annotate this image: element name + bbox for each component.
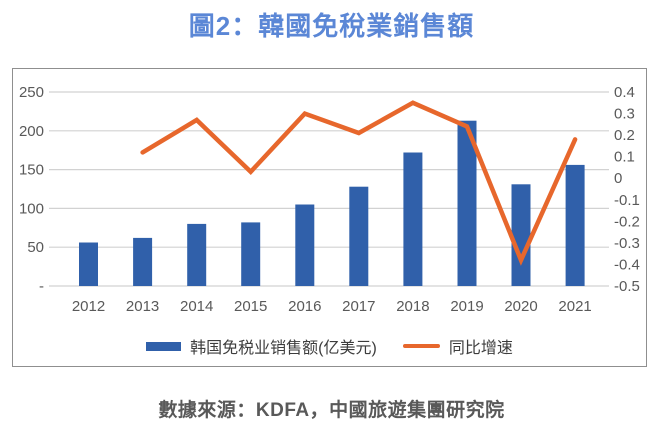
legend-label-sales: 韩国免税业销售额(亿美元) — [190, 340, 377, 357]
bar — [349, 186, 369, 286]
y-right-tick-label: -0.2 — [614, 213, 640, 230]
y-left-tick-label: 100 — [19, 200, 44, 217]
bar — [133, 237, 153, 286]
bar — [403, 152, 423, 286]
y-right-tick-label: 0 — [614, 170, 622, 187]
line-series-swatch-icon — [402, 343, 440, 349]
bar — [241, 222, 261, 286]
x-tick-label: 2021 — [558, 298, 591, 315]
y-left-tick-label: - — [39, 278, 44, 295]
y-right-tick-label: 0.3 — [614, 106, 635, 123]
y-right-tick-label: -0.5 — [614, 278, 640, 295]
y-left-tick-label: 150 — [19, 162, 44, 179]
y-right-tick-label: -0.1 — [614, 192, 640, 209]
x-tick-label: 2020 — [504, 298, 537, 315]
x-tick-label: 2019 — [450, 298, 483, 315]
y-right-tick-label: 0.1 — [614, 149, 635, 166]
x-tick-label: 2016 — [288, 298, 321, 315]
y-right-tick-label: 0.2 — [614, 127, 635, 144]
bar — [457, 120, 477, 286]
growth-line — [140, 100, 578, 266]
x-tick-label: 2017 — [342, 298, 375, 315]
legend-label-growth: 同比增速 — [448, 340, 513, 357]
y-right-tick-label: -0.3 — [614, 235, 640, 252]
legend-item-growth: 同比增速 — [402, 334, 513, 358]
bar — [511, 184, 531, 286]
y-left-tick-label: 50 — [27, 239, 44, 256]
x-tick-label: 2015 — [234, 298, 267, 315]
y-right-tick-label: 0.4 — [614, 84, 635, 101]
x-tick-label: 2012 — [72, 298, 105, 315]
x-tick-label: 2013 — [126, 298, 159, 315]
bar — [79, 242, 98, 286]
bar — [295, 204, 315, 286]
bar — [187, 223, 207, 286]
bar-series-swatch-icon — [146, 341, 182, 351]
y-right-tick-label: -0.4 — [614, 256, 640, 273]
x-tick-label: 2014 — [180, 298, 213, 315]
figure-title: 圖2：韓國免稅業銷售額 — [188, 11, 475, 41]
chart-canvas: 25020015010050-0.40.30.20.10-0.1-0.2-0.3… — [19, 84, 640, 315]
y-left-tick-label: 250 — [19, 84, 44, 101]
source-note: 數據來源：KDFA，中國旅遊集團研究院 — [158, 400, 505, 421]
chart-legend: 韩国免税业销售额(亿美元) 同比增速 — [13, 334, 646, 358]
chart-frame: 250 200 150 100 50-0.4 0.3 0.2 0.1 0 -0.1 -0.2 -0.3… — [12, 68, 647, 367]
x-tick-label: 2018 — [396, 298, 429, 315]
legend-item-sales: 韩国免税业销售额(亿美元) — [146, 334, 377, 358]
y-left-tick-label: 200 — [19, 123, 44, 140]
bar — [565, 164, 585, 286]
